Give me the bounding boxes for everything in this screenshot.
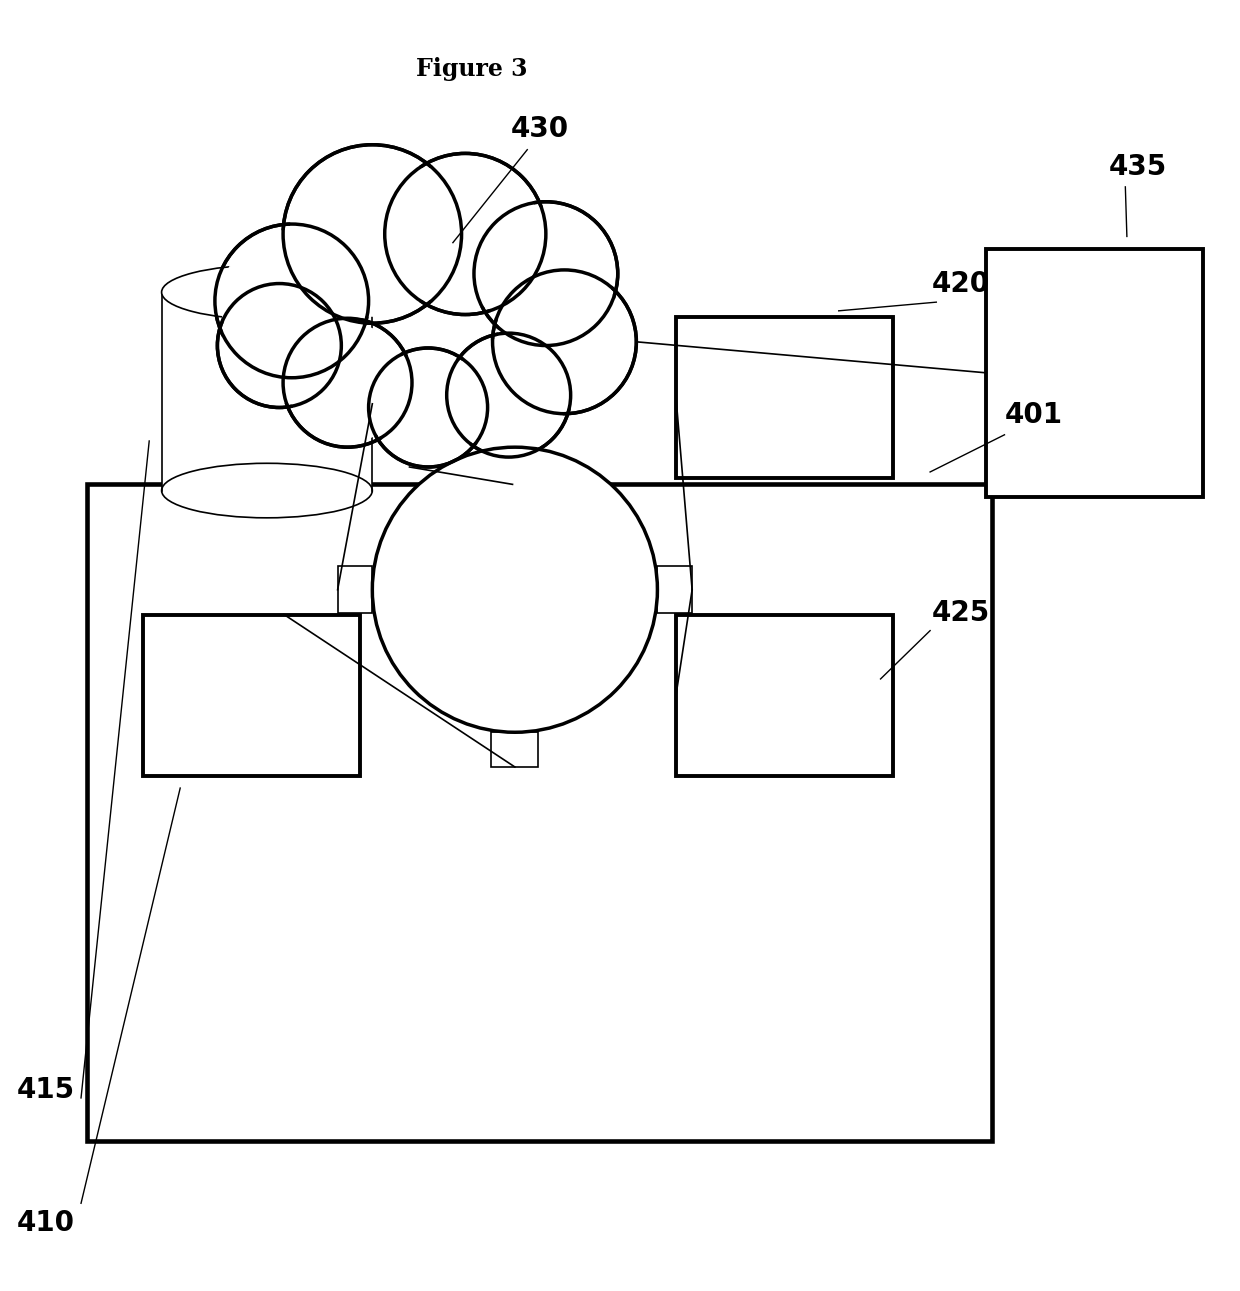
Bar — [143, 615, 360, 776]
Circle shape — [288, 324, 407, 442]
Text: 415: 415 — [16, 1077, 74, 1104]
Text: 435: 435 — [1109, 152, 1167, 181]
Circle shape — [222, 288, 336, 403]
Circle shape — [368, 349, 487, 467]
Text: 401: 401 — [1004, 400, 1063, 429]
Circle shape — [474, 201, 618, 346]
Circle shape — [217, 284, 341, 408]
Text: Figure 3: Figure 3 — [415, 57, 527, 81]
Circle shape — [446, 333, 570, 457]
Circle shape — [221, 230, 362, 372]
Circle shape — [384, 154, 546, 315]
Bar — [87, 484, 992, 1141]
Bar — [337, 567, 372, 613]
Circle shape — [283, 319, 412, 447]
Circle shape — [290, 152, 454, 316]
Circle shape — [283, 145, 461, 323]
Bar — [161, 292, 372, 491]
Bar — [986, 249, 1203, 497]
Circle shape — [215, 225, 368, 378]
Text: 420: 420 — [932, 270, 991, 298]
Circle shape — [217, 284, 341, 408]
Ellipse shape — [161, 463, 372, 518]
Bar — [657, 567, 692, 613]
Circle shape — [215, 225, 368, 378]
Bar — [491, 732, 538, 767]
Circle shape — [373, 352, 482, 462]
Text: 405: 405 — [486, 576, 544, 604]
Circle shape — [372, 447, 657, 732]
Circle shape — [384, 154, 546, 315]
Circle shape — [391, 160, 539, 309]
Circle shape — [368, 349, 487, 467]
Bar — [676, 318, 893, 478]
Ellipse shape — [161, 265, 372, 319]
Circle shape — [283, 319, 412, 447]
Circle shape — [446, 333, 570, 457]
Circle shape — [480, 208, 613, 340]
Circle shape — [474, 201, 618, 346]
Polygon shape — [216, 145, 636, 467]
Text: 410: 410 — [17, 1210, 74, 1238]
Circle shape — [451, 338, 565, 452]
Text: 430: 430 — [511, 115, 569, 143]
Circle shape — [283, 145, 461, 323]
Text: 425: 425 — [932, 599, 991, 627]
Circle shape — [492, 270, 636, 413]
Circle shape — [492, 270, 636, 413]
Circle shape — [498, 276, 631, 408]
Bar — [676, 615, 893, 776]
